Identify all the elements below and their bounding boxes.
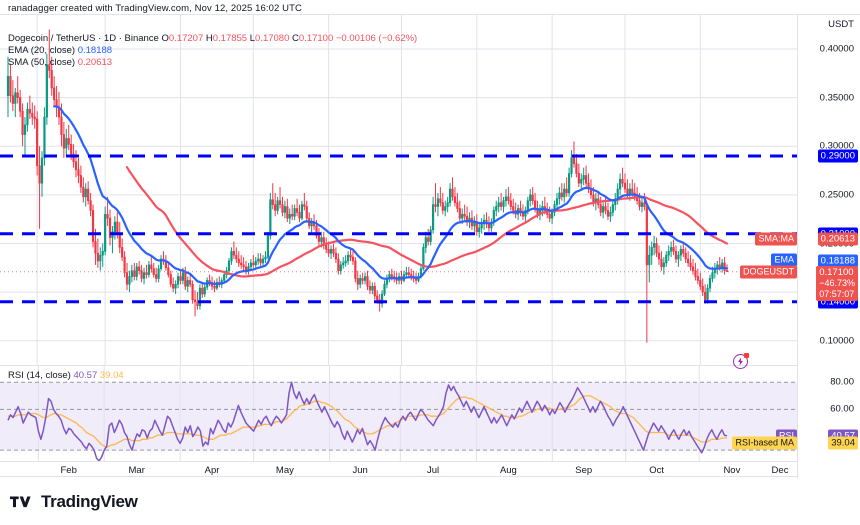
axis-badge-ema-value[interactable]: 0.18188 <box>817 254 858 267</box>
tradingview-footer: TradingView <box>10 492 138 512</box>
time-axis-tick: May <box>275 465 294 476</box>
rsi-axis-tick: 80.00 <box>830 376 854 388</box>
time-axis-tick: Aug <box>499 465 517 476</box>
time-axis-tick: Dec <box>771 465 789 476</box>
chart-frame: Dogecoin / TetherUS · 1D · Binance O0.17… <box>0 14 860 478</box>
axis-badge-current-price[interactable]: 0.17100 −46.73% 07:57:07 <box>816 265 858 301</box>
price-axis-tick: 0.35000 <box>819 92 854 104</box>
price-pane[interactable] <box>0 15 797 365</box>
rsi-axis-tick: 60.00 <box>830 403 854 415</box>
current-price-percent: −46.73% <box>819 277 855 288</box>
time-axis-tick: Jun <box>352 465 368 476</box>
series-tag-sma[interactable]: SMA:MA <box>755 232 797 246</box>
time-axis-tick: Apr <box>204 465 220 476</box>
tradingview-logo-icon <box>10 496 31 507</box>
time-axis-tick: Mar <box>128 465 145 476</box>
time-axis-tick: Oct <box>649 465 664 476</box>
time-axis-tick: Feb <box>60 465 77 476</box>
axis-badge-resistance-high[interactable]: 0.29000 <box>817 149 858 163</box>
axis-unit-label: USDT <box>828 19 854 30</box>
attribution-text: ranadagger created with TradingView.com,… <box>8 3 302 14</box>
pane-divider <box>0 365 797 366</box>
series-tag-ema[interactable]: EMA <box>771 253 797 267</box>
tradingview-brand-text: TradingView <box>41 492 138 511</box>
price-axis-tick: 0.25000 <box>819 189 854 201</box>
price-chart-svg <box>0 15 797 365</box>
time-axis-tick: Jul <box>427 465 440 476</box>
rsi-pane[interactable] <box>0 366 797 461</box>
price-axis-tick: 0.40000 <box>819 43 854 55</box>
axis-badge-sma-value[interactable]: 0.20613 <box>817 232 858 246</box>
time-axis-tick: Nov <box>723 465 741 476</box>
price-axis-tick: 0.10000 <box>819 335 854 347</box>
lightning-alert-icon[interactable] <box>733 353 749 369</box>
rsi-chart-svg <box>0 366 797 461</box>
series-tag-rsi-ma[interactable]: RSI-based MA <box>732 436 797 450</box>
time-axis-tick: Sep <box>575 465 593 476</box>
bar-countdown: 07:57:07 <box>819 288 855 299</box>
axis-badge-rsi-ma-value[interactable]: 39.04 <box>828 436 858 450</box>
price-axis-tick: 0.30000 <box>819 140 854 152</box>
price-axis-column[interactable]: USDT 0.400000.350000.300000.250000.20000… <box>797 15 860 478</box>
alert-badge-dot <box>744 353 749 358</box>
current-price-value: 0.17100 <box>819 266 854 278</box>
time-axis[interactable]: Feb Mar Apr May Jun Jul Aug Sep Oct Nov Dec <box>0 461 797 478</box>
series-tag-price[interactable]: DOGEUSDT <box>739 265 797 279</box>
